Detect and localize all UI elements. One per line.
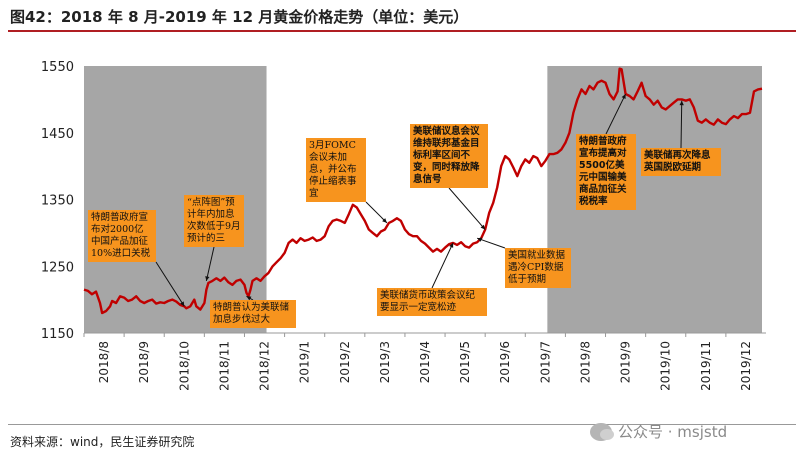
wechat-icon [590, 422, 614, 441]
x-tick-label: 2018/8 [97, 341, 111, 383]
x-tick-label: 2019/11 [699, 341, 713, 391]
x-tick-label: 2019/3 [378, 341, 392, 383]
annotation-arrowhead-a1 [180, 301, 185, 307]
footer-rule [8, 424, 796, 425]
watermark-text: 公众号 · msjstd [618, 423, 728, 441]
x-tick-label: 2019/4 [418, 341, 432, 383]
annotation-arrows [155, 93, 684, 307]
x-tick-label: 2019/5 [458, 341, 472, 383]
annotation-arrow-a6 [448, 187, 486, 230]
x-tick-label: 2018/10 [177, 341, 191, 391]
y-tick-label: 1550 [41, 60, 74, 75]
x-tick-label: 2018/12 [258, 341, 272, 391]
annotation-arrow-a1 [155, 261, 185, 307]
annotation-arrow-a2 [205, 246, 215, 282]
annotation-arrow-a7 [476, 237, 506, 249]
annotation-a9: 美联储再次降息英国脱欧延期 [641, 148, 721, 176]
x-tick-label: 2019/2 [338, 341, 352, 383]
annotation-arrowhead-a5 [449, 242, 454, 248]
x-tick-label: 2019/8 [578, 341, 592, 383]
x-tick-label: 2019/6 [498, 341, 512, 383]
annotation-arrowhead-a9 [679, 100, 684, 106]
annotation-a7: 美国就业数据遇冷CPI数据低于预期 [505, 248, 571, 288]
x-tick-label: 2019/1 [298, 341, 312, 383]
annotation-a6: 美联储议息会议维持联邦基金目标利率区间不变，同时释放降息信号 [410, 124, 488, 188]
annotation-a2: “点阵图”预计年内加息次数低于9月预计的三 [184, 195, 244, 247]
annotation-a5: 美联储货币政策会议纪要显示一定宽松迹 [377, 288, 487, 316]
annotation-arrow-a8 [605, 93, 627, 135]
y-tick-label: 1250 [41, 260, 74, 275]
source-note: 资料来源：wind，民生证券研究院 [10, 435, 195, 449]
annotation-arrowhead-a3 [246, 296, 252, 301]
annotation-arrowhead-a6 [480, 224, 486, 230]
annotation-a3: 特朗普认为美联储加息步伐过大 [210, 300, 296, 328]
x-tick-label: 2019/7 [538, 341, 552, 383]
price-series [83, 67, 763, 315]
annotation-arrow-a9 [680, 100, 683, 149]
annotation-arrowhead-a7 [477, 237, 483, 242]
annotation-arrow-a5 [431, 242, 454, 289]
annotation-a1: 特朗普政府宣布对2000亿中国产品加征10%进口关税 [88, 210, 156, 262]
y-tick-label: 1450 [41, 127, 74, 142]
annotation-arrowhead-a2 [205, 276, 210, 281]
annotation-a4: 3月FOMC会议未加息，并公布停止缩表事宜 [306, 138, 366, 202]
annotation-a8: 特朗普政府宣布提高对5500亿美元中国输美商品加征关税税率 [576, 134, 636, 210]
y-tick-label: 1150 [41, 327, 74, 342]
annotation-arrow-a4 [365, 201, 388, 224]
title-rule [8, 30, 796, 32]
x-tick-label: 2018/9 [137, 341, 151, 383]
x-tick-label: 2019/12 [739, 341, 753, 391]
x-tick-label: 2019/9 [619, 341, 633, 383]
watermark: 公众号 · msjstd [590, 421, 727, 442]
chart-title: 图42：2018 年 8 月-2019 年 12 月黄金价格走势（单位：美元） [10, 8, 469, 26]
y-tick-label: 1350 [41, 194, 74, 209]
x-tick-label: 2018/11 [217, 341, 231, 391]
annotation-arrowhead-a4 [382, 218, 387, 223]
x-tick-label: 2019/10 [659, 341, 673, 391]
axes: 1150 1250 1350 1450 1550 2018/8 2018/9 2018/10 2… [41, 60, 766, 391]
gold-price-line [83, 67, 763, 315]
annotation-arrowhead-a8 [621, 94, 626, 100]
